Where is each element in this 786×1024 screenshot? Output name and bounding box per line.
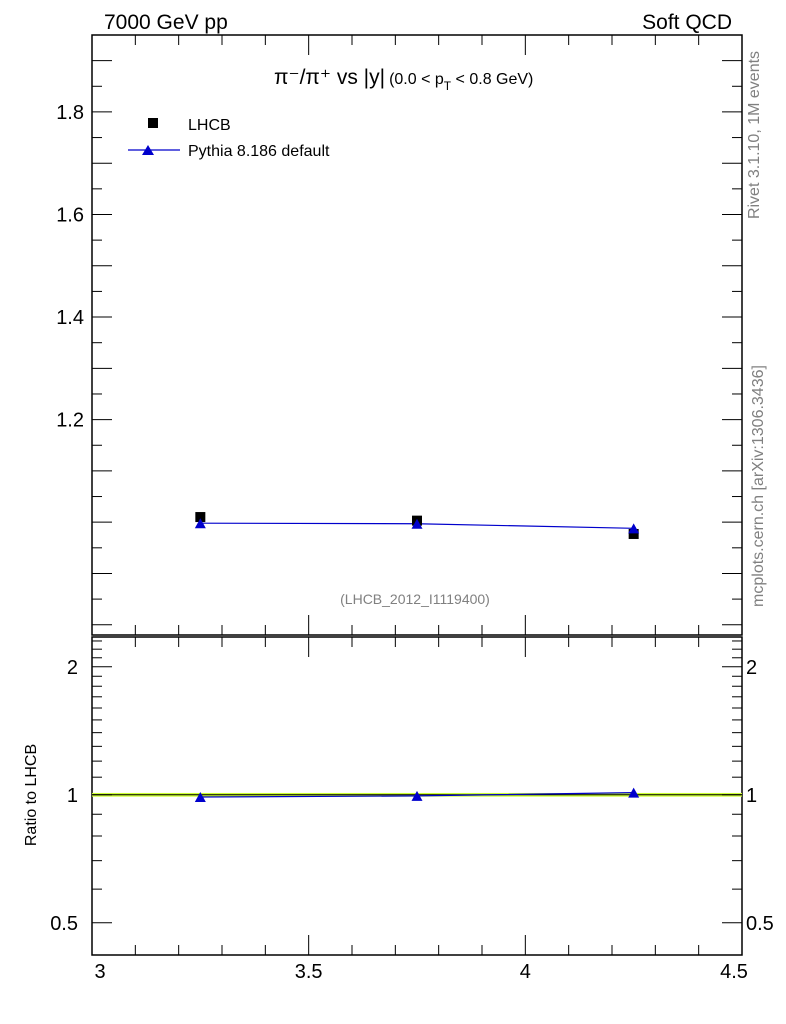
mcplots-source-label: mcplots.cern.ch [arXiv:1306.3436] xyxy=(750,365,767,607)
header-left-label: 7000 GeV pp xyxy=(104,11,228,34)
legend-label-data: LHCB xyxy=(188,117,231,134)
mc-point xyxy=(628,523,640,534)
legend-label-mc: Pythia 8.186 default xyxy=(188,143,330,160)
x-tick-label: 3 xyxy=(94,961,105,983)
ratio-y-tick-label-right: 0.5 xyxy=(746,913,774,935)
x-tick-labels: 3 3.5 4 4.5 xyxy=(94,961,747,983)
ratio-point xyxy=(411,790,423,801)
ratio-point xyxy=(194,792,206,803)
main-y-tick-label: 1.6 xyxy=(56,204,84,226)
plot-title-range-end: < 0.8 GeV) xyxy=(451,71,533,88)
ratio-y-tick-label-right: 2 xyxy=(746,657,757,679)
main-plot-panel: 1.2 1.4 1.6 1.8 π⁻/π⁺ vs |y| (0.0 < pT < 0.8… xyxy=(56,34,743,636)
header-right-label: Soft QCD xyxy=(642,11,732,34)
main-series-group xyxy=(194,512,640,539)
plot-title-subscript: T xyxy=(444,79,452,93)
ratio-y-tick-label-left: 0.5 xyxy=(50,913,78,935)
legend: LHCB Pythia 8.186 default xyxy=(128,117,330,160)
main-plot-frame xyxy=(91,34,743,636)
x-tick-label: 3.5 xyxy=(295,961,323,983)
ratio-series-group xyxy=(194,787,640,803)
mc-point xyxy=(194,518,206,529)
data-point xyxy=(195,512,206,523)
ratio-plot-ticks xyxy=(91,637,743,955)
ratio-y-tick-label-left: 2 xyxy=(67,657,78,679)
plot-title-range: (0.0 < p xyxy=(389,71,444,88)
main-y-tick-label: 1.4 xyxy=(56,307,84,329)
plot-title: π⁻/π⁺ vs |y| (0.0 < pT < 0.8 GeV) xyxy=(274,66,533,93)
plot-title-main: π⁻/π⁺ vs |y| xyxy=(274,66,385,89)
ratio-point xyxy=(628,787,640,798)
ratio-plot-panel: 0.5 0.5 1 1 2 2 Ratio to LHCB 3 3.5 4 4.5 xyxy=(23,636,774,983)
analysis-tag: (LHCB_2012_I1119400) xyxy=(340,591,490,607)
ratio-y-tick-label-left: 1 xyxy=(67,785,78,807)
x-tick-label: 4.5 xyxy=(720,961,748,983)
main-y-tick-label: 1.8 xyxy=(56,102,84,124)
legend-marker-square xyxy=(148,118,158,128)
mc-point xyxy=(411,518,423,529)
rivet-version-label: Rivet 3.1.10, 1M events xyxy=(746,51,763,219)
main-y-tick-label: 1.2 xyxy=(56,410,84,432)
legend-marker-triangle xyxy=(142,145,154,155)
ratio-y-tick-labels: 0.5 0.5 1 1 2 2 xyxy=(50,657,774,935)
data-point xyxy=(628,528,639,539)
ratio-y-tick-label-right: 1 xyxy=(746,785,757,807)
main-plot-ticks xyxy=(91,35,743,635)
main-y-tick-labels: 1.2 1.4 1.6 1.8 xyxy=(56,102,84,432)
ratio-y-axis-label: Ratio to LHCB xyxy=(23,744,40,846)
x-tick-label: 4 xyxy=(520,961,531,983)
